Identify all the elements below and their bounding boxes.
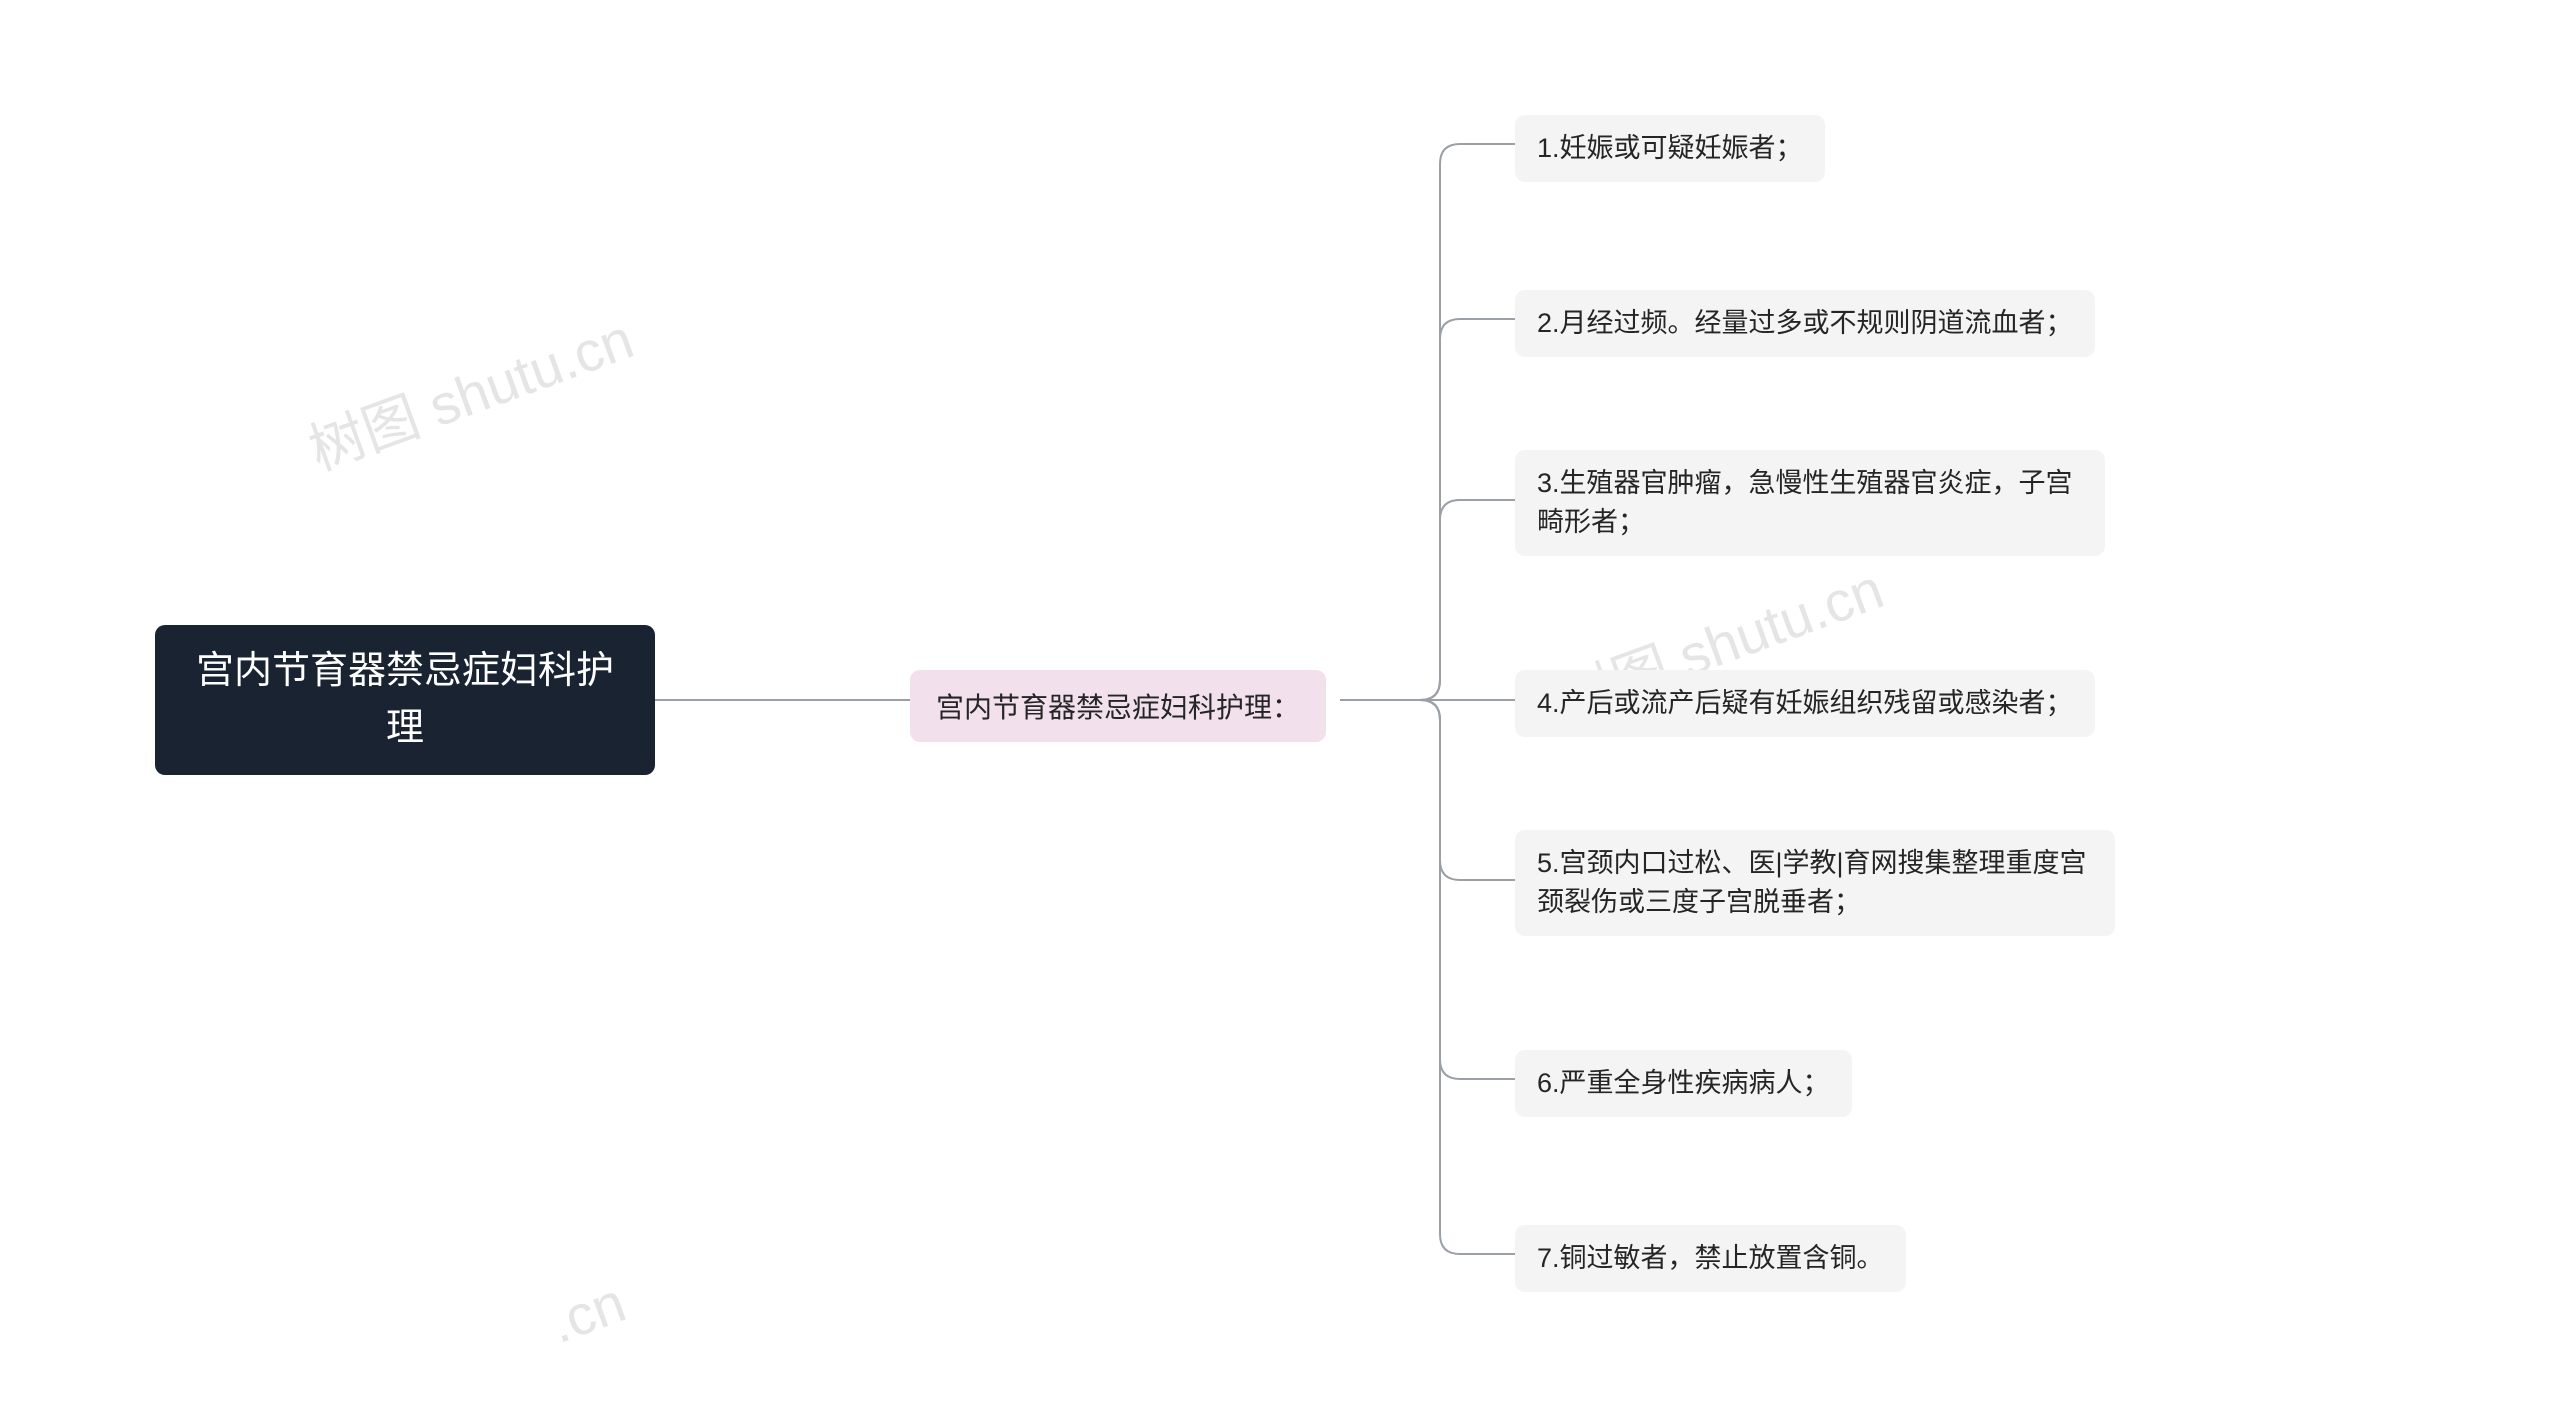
mindmap-root[interactable]: 宫内节育器禁忌症妇科护理 [155, 625, 655, 775]
mindmap-branch[interactable]: 宫内节育器禁忌症妇科护理： [910, 670, 1326, 742]
mindmap-leaf-4[interactable]: 4.产后或流产后疑有妊娠组织残留或感染者； [1515, 670, 2095, 737]
mindmap-leaf-5[interactable]: 5.宫颈内口过松、医|学教|育网搜集整理重度宫颈裂伤或三度子宫脱垂者； [1515, 830, 2115, 936]
branch-label: 宫内节育器禁忌症妇科护理： [936, 686, 1300, 726]
root-label: 宫内节育器禁忌症妇科护理 [181, 643, 629, 757]
mindmap-leaf-2[interactable]: 2.月经过频。经量过多或不规则阴道流血者； [1515, 290, 2095, 357]
leaf-label: 3.生殖器官肿瘤，急慢性生殖器官炎症，子宫畸形者； [1537, 464, 2083, 542]
watermark: .cn [541, 1269, 633, 1356]
mindmap-leaf-3[interactable]: 3.生殖器官肿瘤，急慢性生殖器官炎症，子宫畸形者； [1515, 450, 2105, 556]
mindmap-leaf-6[interactable]: 6.严重全身性疾病病人； [1515, 1050, 1852, 1117]
leaf-label: 6.严重全身性疾病病人； [1537, 1064, 1830, 1103]
watermark: 树图 shutu.cn [296, 294, 643, 486]
leaf-label: 1.妊娠或可疑妊娠者； [1537, 129, 1803, 168]
mindmap-leaf-7[interactable]: 7.铜过敏者，禁止放置含铜。 [1515, 1225, 1906, 1292]
leaf-label: 7.铜过敏者，禁止放置含铜。 [1537, 1239, 1884, 1278]
leaf-label: 5.宫颈内口过松、医|学教|育网搜集整理重度宫颈裂伤或三度子宫脱垂者； [1537, 844, 2093, 922]
mindmap-leaf-1[interactable]: 1.妊娠或可疑妊娠者； [1515, 115, 1825, 182]
leaf-label: 2.月经过频。经量过多或不规则阴道流血者； [1537, 304, 2073, 343]
leaf-label: 4.产后或流产后疑有妊娠组织残留或感染者； [1537, 684, 2073, 723]
